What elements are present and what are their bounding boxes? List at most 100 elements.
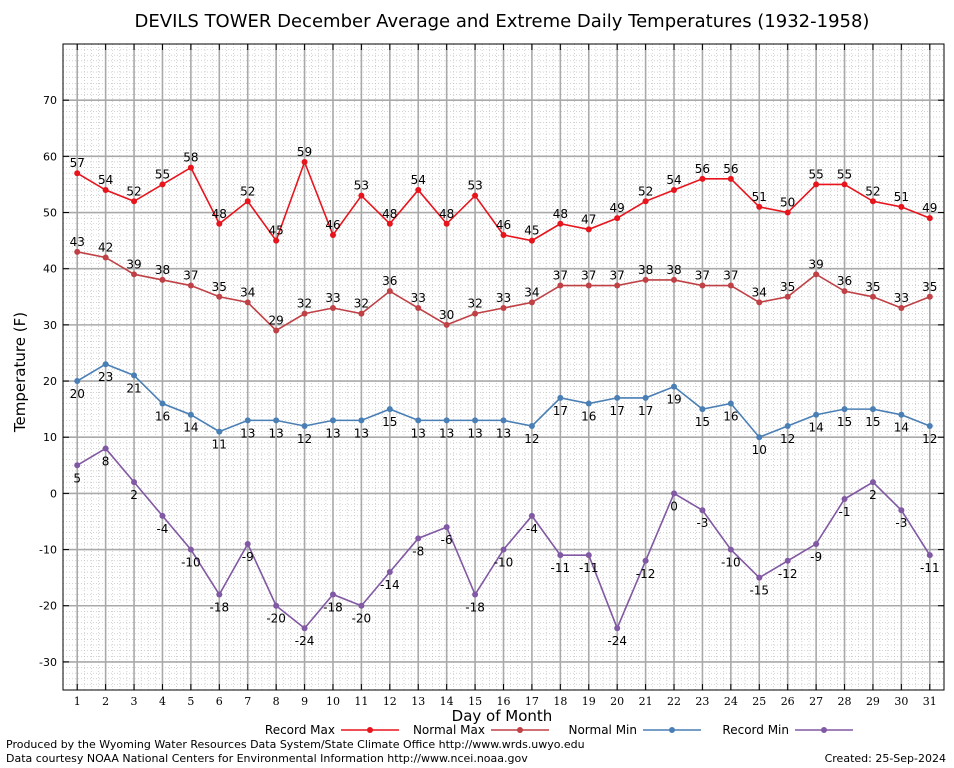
normal-min-data-label: 17 [638, 404, 653, 418]
normal-min-data-label: 15 [837, 415, 852, 429]
record-max-point [784, 209, 791, 216]
y-tick-label: 50 [43, 207, 57, 220]
normal-max-data-label: 37 [610, 269, 625, 283]
normal-min-data-label: 16 [155, 410, 170, 424]
y-tick-label: 20 [43, 375, 57, 388]
normal-min-data-label: 16 [723, 410, 738, 424]
normal-max-point [244, 299, 251, 306]
x-tick-label: 26 [781, 695, 795, 708]
record-min-data-label: -20 [266, 612, 286, 626]
grid [63, 44, 944, 691]
normal-max-point [358, 310, 365, 317]
y-tick-label: 30 [43, 319, 57, 332]
record-min-point [102, 445, 109, 452]
normal-min-point [131, 372, 138, 379]
record-max-point [614, 215, 621, 222]
record-max-point [415, 187, 422, 194]
record-max-point [386, 220, 393, 227]
record-min-point [301, 625, 308, 632]
record-max-data-label: 55 [837, 167, 852, 181]
record-max-point [358, 192, 365, 199]
record-min-point [614, 625, 621, 632]
normal-max-point [898, 305, 905, 312]
record-min-data-label: -11 [579, 561, 599, 575]
normal-min-data-label: 10 [752, 443, 767, 457]
normal-max-point [727, 282, 734, 289]
record-max-data-label: 52 [638, 184, 653, 198]
record-max-data-label: 55 [155, 167, 170, 181]
normal-max-point [614, 282, 621, 289]
record-min-data-label: -12 [636, 567, 656, 581]
record-min-data-label: -4 [526, 522, 538, 536]
normal-max-data-label: 35 [780, 280, 795, 294]
x-tick-label: 16 [497, 695, 511, 708]
record-max-data-label: 58 [183, 151, 198, 165]
normal-max-data-label: 36 [382, 274, 397, 288]
record-max-point [443, 220, 450, 227]
record-max-point [557, 220, 564, 227]
record-max-point [869, 198, 876, 205]
y-tick-label: 60 [43, 150, 57, 163]
normal-min-point [557, 394, 564, 401]
legend-label-record-min: Record Min [722, 723, 789, 737]
legend: Record Max Normal Max Normal Min Record Min [265, 723, 853, 737]
record-min-data-label: -11 [920, 561, 940, 575]
normal-max-data-label: 38 [155, 263, 170, 277]
normal-min-point [585, 400, 592, 407]
record-max-data-label: 54 [666, 173, 681, 187]
normal-min-point [756, 434, 763, 441]
normal-min-point [216, 428, 223, 435]
x-tick-label: 12 [383, 695, 397, 708]
record-min-point [557, 552, 564, 559]
record-min-point [131, 479, 138, 486]
legend-label-normal-min: Normal Min [568, 723, 637, 737]
record-max-point [187, 164, 194, 171]
normal-min-point [415, 417, 422, 424]
normal-max-data-label: 42 [98, 240, 113, 254]
record-max-data-label: 45 [269, 224, 284, 238]
normal-max-data-label: 37 [183, 269, 198, 283]
footer-producer: Produced by the Wyoming Water Resources … [6, 738, 585, 751]
normal-min-data-label: 17 [610, 404, 625, 418]
x-tick-label: 15 [468, 695, 482, 708]
legend-marker-normal-min [669, 727, 675, 733]
normal-min-point [869, 406, 876, 413]
record-max-data-label: 48 [553, 207, 568, 221]
record-min-data-label: -12 [778, 567, 798, 581]
normal-min-data-label: 12 [922, 432, 937, 446]
normal-min-point [727, 400, 734, 407]
record-max-point [244, 198, 251, 205]
record-min-point [756, 574, 763, 581]
record-min-data-label: 8 [102, 454, 110, 468]
normal-max-data-label: 37 [695, 269, 710, 283]
normal-min-point [642, 394, 649, 401]
normal-min-data-label: 12 [780, 432, 795, 446]
record-max-point [329, 231, 336, 238]
normal-max-point [784, 293, 791, 300]
normal-min-point [699, 406, 706, 413]
normal-max-point [528, 299, 535, 306]
normal-min-data-label: 19 [666, 393, 681, 407]
normal-max-data-label: 39 [126, 257, 141, 271]
chart-title: DEVILS TOWER December Average and Extrem… [135, 11, 870, 32]
record-min-point [472, 591, 479, 598]
y-tick-label: 10 [43, 431, 57, 444]
record-max-data-label: 51 [752, 190, 767, 204]
x-tick-label: 20 [610, 695, 624, 708]
record-max-data-label: 49 [922, 201, 937, 215]
normal-min-data-label: 17 [553, 404, 568, 418]
normal-max-point [813, 271, 820, 278]
record-max-data-label: 53 [354, 179, 369, 193]
record-max-data-label: 48 [439, 207, 454, 221]
record-max-data-label: 45 [524, 224, 539, 238]
normal-max-point [756, 299, 763, 306]
record-min-point [813, 540, 820, 547]
record-min-data-label: -20 [352, 612, 372, 626]
normal-max-point [415, 305, 422, 312]
normal-max-point [159, 276, 166, 283]
x-tick-label: 31 [923, 695, 937, 708]
x-tick-label: 13 [411, 695, 425, 708]
x-tick-label: 2 [102, 695, 109, 708]
normal-min-data-label: 13 [325, 426, 340, 440]
